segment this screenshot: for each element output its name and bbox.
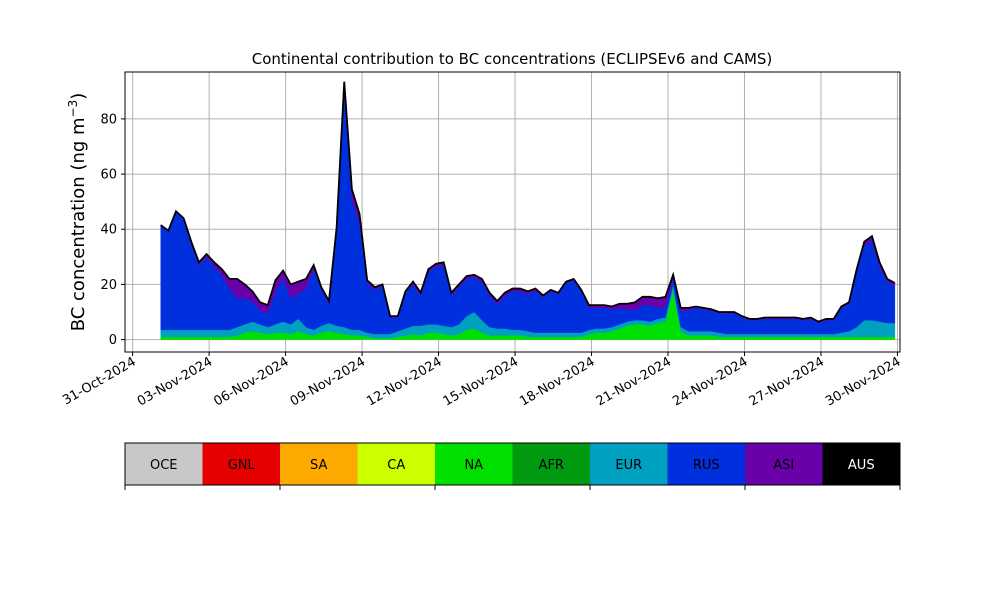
x-tick-label-2: 06-Nov-2024: [211, 354, 291, 409]
colorbar-frame: [124, 442, 901, 486]
colorbar-label-asi: ASI: [773, 458, 794, 473]
colorbar-label-ca: CA: [387, 458, 405, 473]
y-axis-label-exponent: −3: [66, 100, 80, 118]
colorbar-cell-aus: [822, 443, 901, 485]
colorbar-cell-gnl: [202, 443, 281, 485]
plot-frame: [124, 71, 901, 353]
x-tick-label-6: 18-Nov-2024: [517, 354, 597, 409]
colorbar-label-oce: OCE: [150, 458, 178, 473]
colorbar-cell-oce: [125, 443, 203, 485]
stacked-areas: [160, 81, 896, 340]
colorbar-label-sa: SA: [310, 458, 327, 473]
colorbar-label-gnl: GNL: [228, 458, 256, 473]
colorbar-label-eur: EUR: [615, 458, 642, 473]
colorbar-cell-asi: [745, 443, 823, 485]
x-tick-label-1: 03-Nov-2024: [135, 354, 215, 409]
x-tick-label-4: 12-Nov-2024: [364, 354, 444, 409]
y-tick-label-2: 40: [100, 223, 117, 238]
colorbar-label-afr: AFR: [539, 458, 564, 473]
x-tick-label-0: 31-Oct-2024: [60, 354, 138, 408]
area-asi: [160, 81, 896, 324]
x-axis: 31-Oct-202403-Nov-202406-Nov-202409-Nov-…: [60, 352, 903, 409]
y-axis: 0 20 40 60 80: [100, 112, 125, 348]
x-tick-label-3: 09-Nov-2024: [288, 354, 368, 409]
x-tick-label-8: 24-Nov-2024: [670, 354, 750, 409]
y-tick-label-4: 80: [100, 112, 117, 127]
colorbar-cell-na: [435, 443, 513, 485]
colorbar-cell-sa: [280, 443, 358, 485]
colorbar-label-na: NA: [464, 458, 483, 473]
x-tick-label-5: 15-Nov-2024: [441, 354, 521, 409]
y-tick-label-1: 20: [100, 278, 117, 293]
y-tick-label-3: 60: [100, 168, 117, 183]
chart-title: Continental contribution to BC concentra…: [252, 50, 773, 68]
total-concentration-line: [160, 81, 896, 323]
colorbar-cell-afr: [512, 443, 591, 485]
colorbar-cell-ca: [357, 443, 436, 485]
colorbar-label-rus: RUS: [693, 458, 720, 473]
colorbar-cell-eur: [590, 443, 668, 485]
x-tick-label-10: 30-Nov-2024: [823, 354, 903, 409]
x-tick-label-7: 21-Nov-2024: [594, 354, 674, 409]
y-axis-label-main: BC concentration (ng m: [68, 117, 89, 331]
x-tick-label-9: 27-Nov-2024: [747, 354, 827, 409]
colorbar-cell-rus: [667, 443, 746, 485]
colorbar-label-aus: AUS: [848, 458, 875, 473]
y-axis-label-close: ): [68, 93, 89, 100]
y-axis-label: BC concentration (ng m−3): [66, 93, 89, 332]
y-tick-label-0: 0: [109, 333, 117, 348]
source-region-colorbar: OCE GNL SA CA NA AFR EUR RUS ASI AUS: [124, 442, 901, 490]
